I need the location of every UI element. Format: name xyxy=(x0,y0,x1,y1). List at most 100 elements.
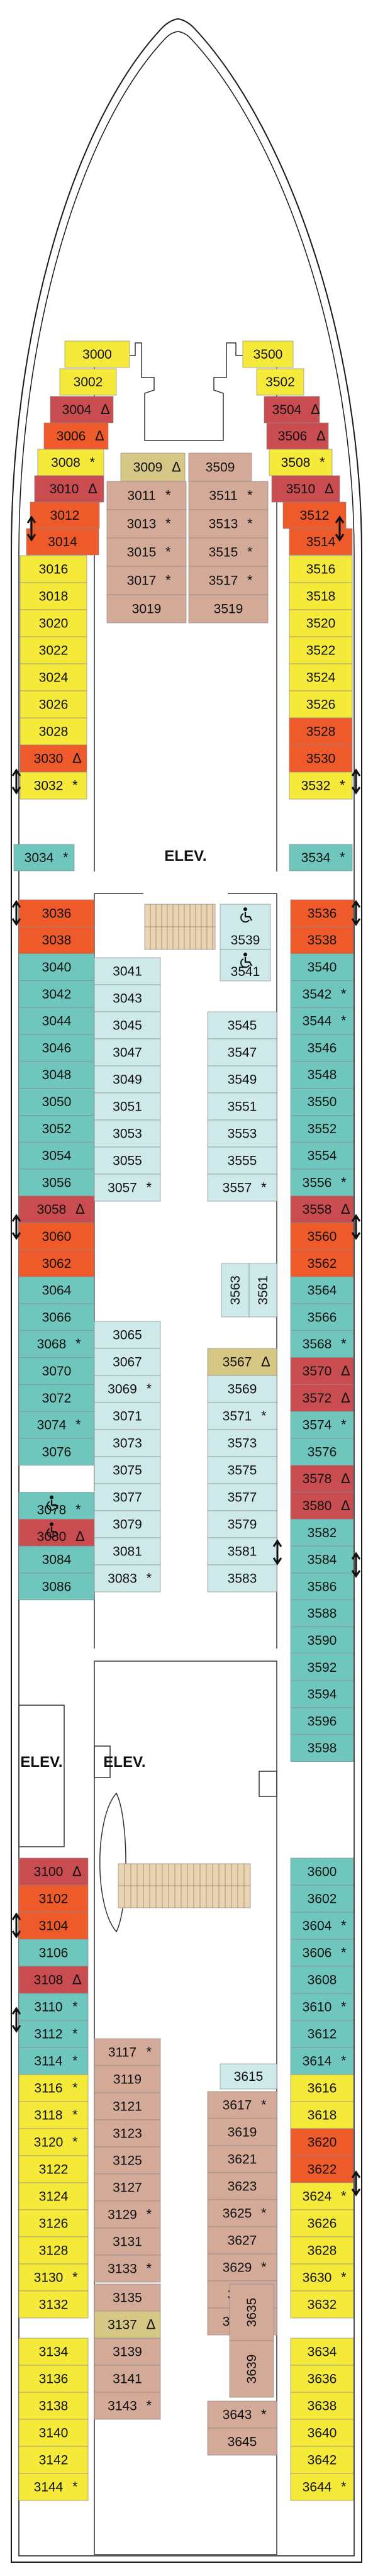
cabin-3104[interactable]: 3104 xyxy=(18,1912,89,1940)
cabin-3635[interactable]: 3635 xyxy=(229,2283,274,2341)
cabin-3639[interactable]: 3639 xyxy=(229,2340,274,2398)
cabin-3041[interactable]: 3041 xyxy=(94,957,161,985)
cabin-3542[interactable]: 3542 * xyxy=(290,980,354,1008)
cabin-3552[interactable]: 3552 xyxy=(290,1115,354,1143)
cabin-3032[interactable]: 3032 * xyxy=(19,771,87,800)
cabin-3012[interactable]: 3012 xyxy=(30,501,100,529)
cabin-3133[interactable]: 3133 * xyxy=(94,2254,161,2283)
cabin-3050[interactable]: 3050 xyxy=(18,1088,95,1116)
cabin-3040[interactable]: 3040 xyxy=(18,953,95,981)
cabin-3520[interactable]: 3520 xyxy=(289,609,353,637)
cabin-3522[interactable]: 3522 xyxy=(289,636,353,664)
cabin-3530[interactable]: 3530 xyxy=(289,744,353,773)
cabin-3526[interactable]: 3526 xyxy=(289,690,353,719)
cabin-3513[interactable]: 3513 * xyxy=(188,509,269,539)
cabin-3067[interactable]: 3067 xyxy=(94,1348,161,1376)
cabin-3517[interactable]: 3517 * xyxy=(188,566,269,595)
cabin-3619[interactable]: 3619 xyxy=(207,2118,277,2146)
cabin-3555[interactable]: 3555 xyxy=(207,1146,277,1175)
cabin-3590[interactable]: 3590 xyxy=(290,1627,354,1654)
cabin-3519[interactable]: 3519 xyxy=(188,594,269,624)
cabin-3598[interactable]: 3598 xyxy=(290,1734,354,1762)
cabin-3131[interactable]: 3131 xyxy=(94,2227,161,2256)
cabin-3608[interactable]: 3608 xyxy=(290,1966,354,1994)
cabin-3000[interactable]: 3000 xyxy=(64,340,130,368)
cabin-3596[interactable]: 3596 xyxy=(290,1707,354,1735)
cabin-3038[interactable]: 3038 xyxy=(18,926,95,954)
cabin-3132[interactable]: 3132 xyxy=(18,2290,89,2319)
cabin-3102[interactable]: 3102 xyxy=(18,1884,89,1913)
cabin-3016[interactable]: 3016 xyxy=(19,555,87,583)
cabin-3620[interactable]: 3620 xyxy=(290,2128,354,2156)
cabin-3563[interactable]: 3563 xyxy=(221,1263,250,1318)
cabin-3544[interactable]: 3544 * xyxy=(290,1007,354,1035)
cabin-3578[interactable]: 3578 Δ xyxy=(290,1465,354,1492)
cabin-3006[interactable]: 3006 Δ xyxy=(43,422,109,450)
cabin-3110[interactable]: 3110 * xyxy=(18,1993,89,2021)
cabin-3084[interactable]: 3084 xyxy=(18,1545,95,1574)
cabin-3518[interactable]: 3518 xyxy=(289,582,353,610)
cabin-3638[interactable]: 3638 xyxy=(290,2392,354,2420)
cabin-3118[interactable]: 3118 * xyxy=(18,2101,89,2129)
cabin-3569[interactable]: 3569 xyxy=(207,1375,277,1403)
cabin-3582[interactable]: 3582 xyxy=(290,1519,354,1547)
cabin-3514[interactable]: 3514 xyxy=(289,528,353,556)
cabin-3562[interactable]: 3562 xyxy=(290,1250,354,1277)
cabin-3564[interactable]: 3564 xyxy=(290,1276,354,1304)
cabin-3509[interactable]: 3509 xyxy=(188,452,252,482)
cabin-3558[interactable]: 3558 Δ xyxy=(290,1196,354,1223)
cabin-3594[interactable]: 3594 xyxy=(290,1680,354,1708)
cabin-3068[interactable]: 3068 * xyxy=(18,1330,95,1358)
cabin-3560[interactable]: 3560 xyxy=(290,1223,354,1250)
cabin-3554[interactable]: 3554 xyxy=(290,1141,354,1170)
cabin-3034[interactable]: 3034 * xyxy=(13,844,75,871)
cabin-3624[interactable]: 3624 * xyxy=(290,2182,354,2210)
cabin-3583[interactable]: 3583 xyxy=(207,1564,277,1593)
cabin-3532[interactable]: 3532 * xyxy=(289,771,353,800)
cabin-3551[interactable]: 3551 xyxy=(207,1092,277,1121)
cabin-3629[interactable]: 3629 * xyxy=(207,2253,277,2282)
cabin-3010[interactable]: 3010 Δ xyxy=(34,475,104,503)
cabin-3623[interactable]: 3623 xyxy=(207,2172,277,2200)
cabin-3018[interactable]: 3018 xyxy=(19,582,87,610)
cabin-3121[interactable]: 3121 xyxy=(94,2092,161,2120)
cabin-3645[interactable]: 3645 xyxy=(207,2428,277,2456)
cabin-3117[interactable]: 3117 * xyxy=(94,2038,161,2066)
cabin-3046[interactable]: 3046 xyxy=(18,1034,95,1062)
cabin-3540[interactable]: 3540 xyxy=(290,953,354,981)
cabin-3500[interactable]: 3500 xyxy=(242,340,294,368)
cabin-3577[interactable]: 3577 xyxy=(207,1483,277,1511)
cabin-3069[interactable]: 3069 * xyxy=(94,1375,161,1403)
cabin-3127[interactable]: 3127 xyxy=(94,2173,161,2202)
cabin-3581[interactable]: 3581 xyxy=(207,1537,277,1565)
cabin-3536[interactable]: 3536 xyxy=(290,899,354,927)
cabin-3022[interactable]: 3022 xyxy=(19,636,87,664)
cabin-3586[interactable]: 3586 xyxy=(290,1572,354,1601)
cabin-3553[interactable]: 3553 xyxy=(207,1119,277,1148)
cabin-3114[interactable]: 3114 * xyxy=(18,2047,89,2075)
cabin-3126[interactable]: 3126 xyxy=(18,2209,89,2237)
cabin-3036[interactable]: 3036 xyxy=(18,899,95,927)
cabin-3143[interactable]: 3143 * xyxy=(94,2392,161,2420)
cabin-3547[interactable]: 3547 xyxy=(207,1038,277,1067)
cabin-3621[interactable]: 3621 xyxy=(207,2145,277,2173)
cabin-3124[interactable]: 3124 xyxy=(18,2182,89,2210)
cabin-3134[interactable]: 3134 xyxy=(18,2338,89,2366)
cabin-3539[interactable]: 3539 xyxy=(220,904,271,950)
cabin-3026[interactable]: 3026 xyxy=(19,690,87,719)
cabin-3592[interactable]: 3592 xyxy=(290,1654,354,1681)
cabin-3572[interactable]: 3572 Δ xyxy=(290,1384,354,1412)
cabin-3054[interactable]: 3054 xyxy=(18,1141,95,1170)
cabin-3606[interactable]: 3606 * xyxy=(290,1939,354,1967)
cabin-3080[interactable]: 3080 Δ xyxy=(18,1519,95,1547)
cabin-3612[interactable]: 3612 xyxy=(290,2020,354,2048)
cabin-3617[interactable]: 3617 * xyxy=(207,2091,277,2119)
cabin-3071[interactable]: 3071 xyxy=(94,1402,161,1430)
cabin-3545[interactable]: 3545 xyxy=(207,1011,277,1039)
cabin-3602[interactable]: 3602 xyxy=(290,1884,354,1913)
cabin-3064[interactable]: 3064 xyxy=(18,1276,95,1304)
cabin-3573[interactable]: 3573 xyxy=(207,1429,277,1457)
cabin-3643[interactable]: 3643 * xyxy=(207,2400,277,2429)
cabin-3014[interactable]: 3014 xyxy=(26,528,99,556)
cabin-3070[interactable]: 3070 xyxy=(18,1357,95,1385)
